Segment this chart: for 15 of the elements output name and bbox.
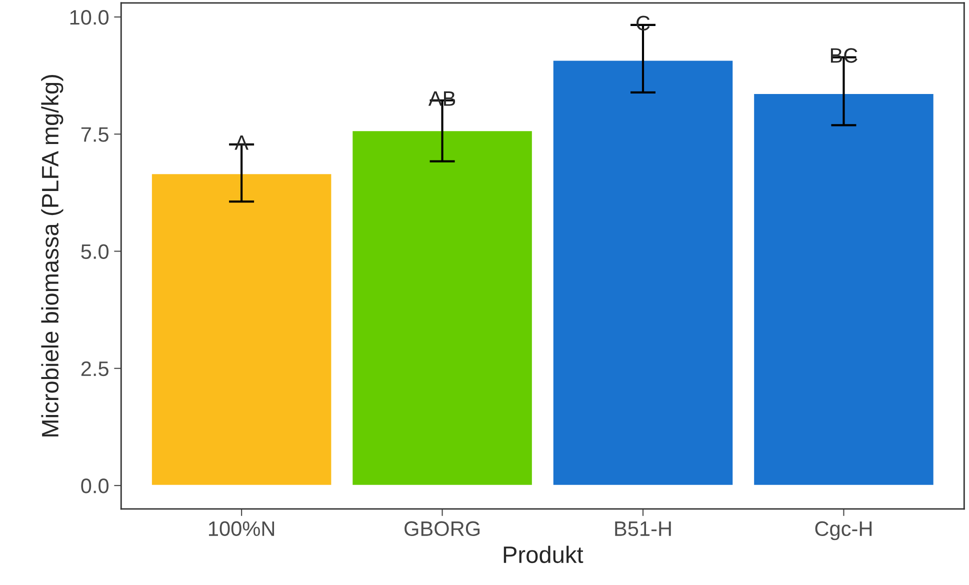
bar [150, 172, 333, 486]
x-axis-title: Produkt [504, 546, 584, 564]
y-tick-label: 7.5 [81, 127, 108, 142]
bar [552, 59, 734, 486]
x-tick-label: Cgc-H [815, 521, 872, 540]
y-tick-label: 10.0 [70, 10, 109, 25]
bar [351, 130, 534, 486]
x-tick-label: B51-H [615, 522, 671, 536]
bar [752, 92, 935, 486]
y-tick-label: 5.0 [81, 244, 109, 260]
y-tick-label: 0.0 [81, 478, 109, 494]
y-axis-title: Microbiele biomassa (PLFA mg/kg) [41, 74, 64, 436]
x-tick-label: 100%N [208, 521, 274, 536]
y-tick-label: 2.5 [81, 361, 108, 376]
x-tick-label: GBORG [404, 521, 480, 536]
